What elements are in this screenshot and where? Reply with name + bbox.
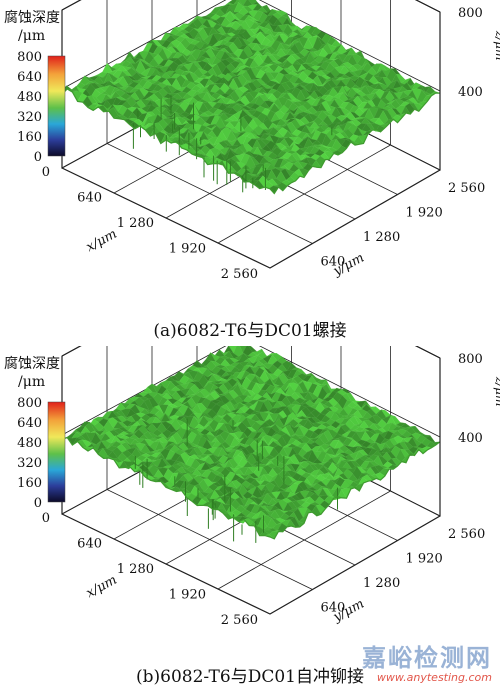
colorbar-unit: /μm xyxy=(18,28,45,44)
floor-grid xyxy=(217,144,391,244)
grid-line xyxy=(61,0,441,92)
x-tick-label: 1 920 xyxy=(169,242,206,257)
y-tick-label: 1 920 xyxy=(406,552,443,567)
colorbar-tick: 0 xyxy=(34,150,42,165)
floor-grid xyxy=(217,490,391,590)
colorbar-tick: 480 xyxy=(17,90,42,105)
y-tick-label: 640 xyxy=(321,601,346,616)
z-axis-label: z/μm xyxy=(493,30,500,61)
colorbar-tick: 320 xyxy=(17,110,42,125)
surface-chart: 0 640 1 280 1 920 2 560 x/μm 640 1 280 1 920 2 56… xyxy=(4,346,500,687)
floor-outline xyxy=(61,513,441,615)
panel-b: 0 640 1 280 1 920 2 560 x/μm 640 1 280 1 920 2 56… xyxy=(0,346,500,692)
colorbar-tick: 640 xyxy=(17,416,42,431)
surface-rim xyxy=(61,88,441,195)
colorbar: 800 640 480 320 160 0 腐蚀深度/μm xyxy=(4,9,66,165)
colorbar-unit: /μm xyxy=(18,374,45,390)
colorbar-tick: 640 xyxy=(17,70,42,85)
x-tick-label: 0 xyxy=(42,165,50,180)
x-tick-label: 640 xyxy=(77,537,102,552)
x-tick-label: 1 280 xyxy=(117,562,154,577)
surface-rim xyxy=(61,436,441,540)
surface xyxy=(61,346,441,543)
y-tick-label: 2 560 xyxy=(448,527,485,542)
z-tick-label: 400 xyxy=(458,431,483,446)
colorbar: 800 640 480 320 160 0 腐蚀深度/μm xyxy=(4,355,66,511)
colorbar-tick: 480 xyxy=(17,436,42,451)
colorbar-title: 腐蚀深度 xyxy=(4,355,60,372)
x-tick-label: 640 xyxy=(77,191,102,206)
z-tick-label: 800 xyxy=(458,352,483,367)
colorbar-tick: 160 xyxy=(17,476,42,491)
colorbar-tick: 0 xyxy=(34,496,42,511)
panel-a: 0 640 1 280 1 920 2 560 x/μm 640 1 280 1 920 2 56… xyxy=(4,0,500,341)
x-axis-label: x/μm xyxy=(84,573,120,602)
x-tick-label: 2 560 xyxy=(221,267,258,282)
y-tick-label: 1 280 xyxy=(363,576,400,591)
surface-chart: 0 640 1 280 1 920 2 560 x/μm 640 1 280 1 920 2 56… xyxy=(4,0,500,341)
colorbar-gradient xyxy=(47,401,66,503)
z-axis-label: z/μm xyxy=(493,376,500,407)
y-tick-label: 2 560 xyxy=(448,181,485,196)
y-tick-label: 1 280 xyxy=(363,230,400,245)
surface xyxy=(61,0,441,195)
z-tick-label: 400 xyxy=(458,85,483,100)
x-tick-label: 2 560 xyxy=(221,613,258,628)
floor-outline xyxy=(61,167,441,269)
grid-line xyxy=(61,346,441,438)
figure-caption: (b)6082-T6与DC01自冲铆接 xyxy=(136,667,364,687)
colorbar-tick: 320 xyxy=(17,456,42,471)
figure-caption: (a)6082-T6与DC01螺接 xyxy=(153,321,346,341)
colorbar-tick: 800 xyxy=(17,50,42,65)
colorbar-tick: 800 xyxy=(17,396,42,411)
z-tick-label: 800 xyxy=(458,6,483,21)
y-tick-label: 640 xyxy=(321,255,346,270)
y-tick-label: 1 920 xyxy=(406,206,443,221)
x-tick-label: 1 280 xyxy=(117,216,154,231)
x-tick-label: 0 xyxy=(42,511,50,526)
x-tick-label: 1 920 xyxy=(169,588,206,603)
colorbar-gradient xyxy=(47,55,66,157)
x-axis-label: x/μm xyxy=(84,227,120,256)
colorbar-tick: 160 xyxy=(17,130,42,145)
colorbar-title: 腐蚀深度 xyxy=(4,9,60,26)
